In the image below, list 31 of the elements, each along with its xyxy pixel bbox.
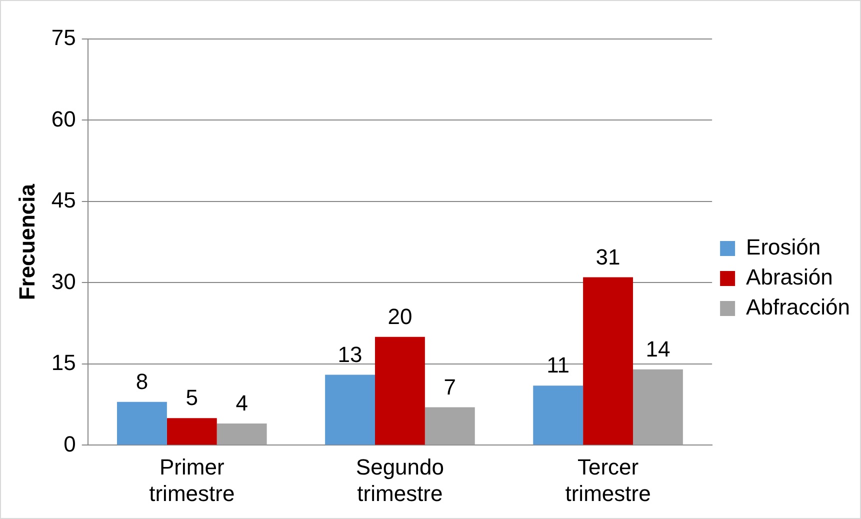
y-tick-label: 30 <box>51 268 76 294</box>
legend-label: Abrasión <box>746 264 833 290</box>
data-label: 31 <box>596 244 620 270</box>
y-tick-label: 75 <box>51 25 76 50</box>
bar <box>117 402 167 445</box>
data-label: 14 <box>646 336 670 362</box>
data-label: 4 <box>236 390 248 416</box>
bar <box>166 418 217 445</box>
y-axis-title: Frecuencia <box>14 183 40 300</box>
bar <box>583 277 633 445</box>
data-label: 13 <box>338 342 362 367</box>
bar <box>533 386 584 445</box>
bar <box>374 336 425 445</box>
x-tick-label: Primer trimestre <box>149 454 235 506</box>
bar <box>325 374 375 445</box>
legend-label: Abfracción <box>746 294 850 320</box>
bar <box>216 424 267 445</box>
data-label: 11 <box>546 352 570 378</box>
bar <box>632 369 683 445</box>
x-tick-label: Segundo trimestre <box>356 454 444 506</box>
data-label: 5 <box>186 385 198 410</box>
y-tick-label: 60 <box>51 106 76 132</box>
data-label: 8 <box>136 368 148 394</box>
y-tick-label: 45 <box>51 188 76 213</box>
data-label: 20 <box>388 304 412 329</box>
data-label: 7 <box>444 374 456 400</box>
legend-label: Erosión <box>746 234 821 260</box>
x-tick-label: Tercer trimestre <box>565 454 651 506</box>
y-tick-label: 0 <box>64 431 76 456</box>
y-tick-label: 15 <box>51 350 76 376</box>
bar <box>424 407 475 445</box>
